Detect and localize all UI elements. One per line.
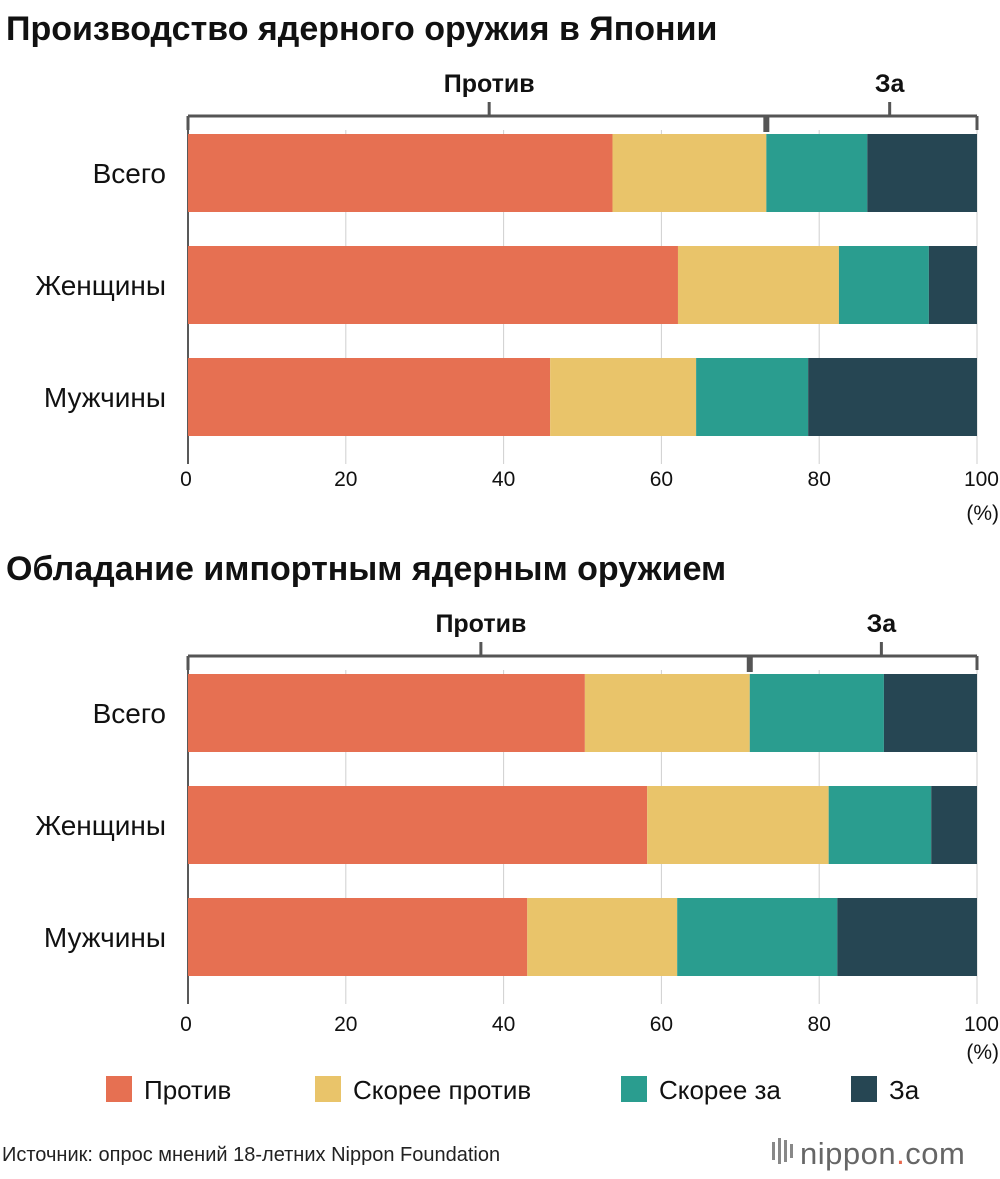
legend-swatch-against bbox=[106, 1076, 132, 1102]
bar-segment-rather-against bbox=[647, 786, 829, 864]
bar-segment-rather-for bbox=[766, 134, 868, 212]
bar-segment-rather-for bbox=[828, 786, 932, 864]
x-tick-label: 100 bbox=[964, 468, 999, 491]
x-unit-label: (%) bbox=[966, 1041, 999, 1064]
bar-segment-against bbox=[188, 246, 678, 324]
bar-segment-against bbox=[188, 898, 528, 976]
logo-mark-bar bbox=[790, 1144, 793, 1158]
bar-segment-rather-for bbox=[696, 358, 809, 436]
bar-segment-against bbox=[188, 674, 585, 752]
x-tick-label: 80 bbox=[808, 1013, 831, 1036]
bar-segment-rather-for bbox=[749, 674, 884, 752]
bar-segment-rather-for bbox=[677, 898, 838, 976]
bracket-label-against: Против bbox=[444, 70, 535, 98]
bar-segment-for bbox=[928, 246, 977, 324]
nippon-com-logo: nippon.com bbox=[772, 1136, 965, 1171]
bar-segment-for bbox=[837, 898, 977, 976]
logo-dot: . bbox=[896, 1136, 905, 1171]
logo-mark-bar bbox=[778, 1138, 781, 1164]
logo-mark-bar bbox=[784, 1140, 787, 1162]
category-label: Женщины bbox=[35, 270, 166, 301]
x-tick-label: 60 bbox=[650, 1013, 673, 1036]
x-tick-label: 60 bbox=[650, 468, 673, 491]
bar-segment-against bbox=[188, 786, 648, 864]
bar-segment-against bbox=[188, 358, 551, 436]
logo-name: nippon bbox=[800, 1136, 896, 1171]
legend-label: За bbox=[889, 1075, 920, 1105]
x-unit-label: (%) bbox=[966, 502, 999, 525]
bar-segment-against bbox=[188, 134, 613, 212]
x-tick-label: 100 bbox=[964, 1013, 999, 1036]
legend-swatch-for bbox=[851, 1076, 877, 1102]
category-label: Всего bbox=[93, 698, 166, 729]
x-tick-label: 0 bbox=[180, 1013, 192, 1036]
x-tick-label: 0 bbox=[180, 468, 192, 491]
bracket-label-for: За bbox=[867, 610, 898, 638]
bar-segment-rather-against bbox=[527, 898, 678, 976]
legend-swatch-rather-for bbox=[621, 1076, 647, 1102]
bracket-label-against: Против bbox=[435, 610, 526, 638]
logo-wordmark: nippon.com bbox=[800, 1136, 965, 1171]
x-tick-label: 40 bbox=[492, 1013, 515, 1036]
bar-segment-rather-for bbox=[838, 246, 929, 324]
bracket-label-for: За bbox=[875, 70, 906, 98]
logo-tld: com bbox=[905, 1136, 965, 1171]
legend-label: Против bbox=[144, 1075, 231, 1105]
chart-title: Производство ядерного оружия в Японии bbox=[6, 10, 717, 48]
legend-label: Скорее за bbox=[659, 1075, 781, 1105]
logo-mark-bar bbox=[772, 1142, 775, 1160]
chart-title: Обладание импортным ядерным оружием bbox=[6, 550, 726, 588]
bar-segment-rather-against bbox=[612, 134, 767, 212]
category-label: Мужчины bbox=[44, 382, 166, 413]
legend: Против Скорее против Скорее за За bbox=[106, 1075, 920, 1105]
x-tick-label: 80 bbox=[808, 468, 831, 491]
bar-segment-for bbox=[808, 358, 977, 436]
chart-panel-imported-nuclear: Обладание импортным ядерным оружием Всего… bbox=[6, 550, 999, 1064]
bar-segment-for bbox=[867, 134, 977, 212]
bar-segment-for bbox=[883, 674, 977, 752]
bar-segment-for bbox=[931, 786, 977, 864]
source-note: Источник: опрос мнений 18-летних Nippon … bbox=[2, 1144, 500, 1166]
category-label: Всего bbox=[93, 158, 166, 189]
x-tick-label: 20 bbox=[334, 1013, 357, 1036]
bar-segment-rather-against bbox=[677, 246, 839, 324]
chart-panel-nuclear-production: Производство ядерного оружия в Японии Все… bbox=[6, 10, 999, 525]
x-tick-label: 40 bbox=[492, 468, 515, 491]
bar-segment-rather-against bbox=[550, 358, 697, 436]
bar-segment-rather-against bbox=[584, 674, 750, 752]
legend-label: Скорее против bbox=[353, 1075, 531, 1105]
category-label: Мужчины bbox=[44, 922, 166, 953]
category-label: Женщины bbox=[35, 810, 166, 841]
x-tick-label: 20 bbox=[334, 468, 357, 491]
legend-swatch-rather-against bbox=[315, 1076, 341, 1102]
